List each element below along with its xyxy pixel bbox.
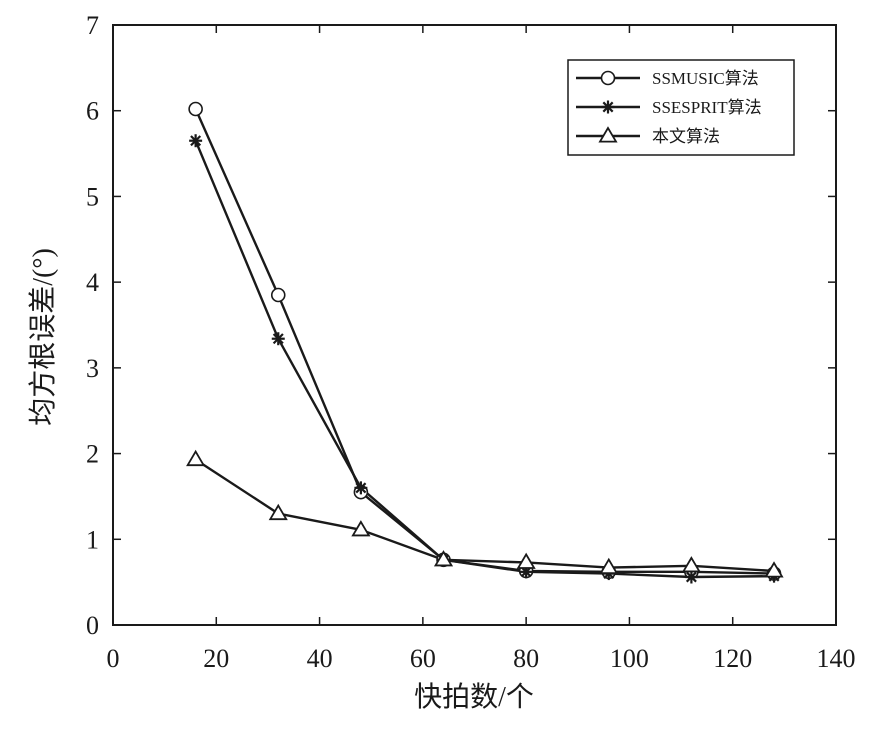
legend-marker-circle xyxy=(600,70,616,86)
ticks-layer: 0 20 40 60 80 100 120 140 0 1 2 3 4 5 6 7 xyxy=(86,11,856,673)
x-tick-label: 100 xyxy=(610,644,649,673)
data-point-triangle xyxy=(764,561,784,578)
y-tick-label: 3 xyxy=(86,354,99,383)
x-tick-label: 120 xyxy=(713,644,752,673)
legend-marker-star xyxy=(601,100,615,114)
x-tick-label: 0 xyxy=(107,644,120,673)
y-axis-title: 均方根误差/(°) xyxy=(27,248,59,426)
legend-label: 本文算法 xyxy=(652,127,720,146)
data-point-triangle xyxy=(681,556,701,573)
plot-frame xyxy=(112,24,837,626)
data-point-triangle xyxy=(599,557,619,575)
x-tick-label: 60 xyxy=(410,644,436,673)
y-tick-label: 7 xyxy=(86,11,99,40)
data-point-triangle xyxy=(186,449,206,467)
x-tick-label: 80 xyxy=(513,644,539,673)
legend-label: SSESPRIT算法 xyxy=(652,98,762,117)
series-line xyxy=(194,458,775,573)
data-point-star xyxy=(271,332,285,346)
data-point-star xyxy=(354,481,368,495)
data-point-star xyxy=(189,134,203,148)
y-tick-label: 6 xyxy=(86,97,99,126)
y-tick-label: 2 xyxy=(86,440,99,469)
data-point-triangle xyxy=(516,552,536,569)
star-stroke xyxy=(190,135,202,147)
x-tick-label: 20 xyxy=(203,644,229,673)
x-axis-title: 快拍数/个 xyxy=(414,681,534,713)
series-layer xyxy=(186,101,784,584)
data-point-triangle xyxy=(433,550,454,567)
y-tick-label: 1 xyxy=(86,525,99,554)
star-stroke xyxy=(602,101,614,113)
y-tick-label: 4 xyxy=(86,268,99,297)
data-point-triangle xyxy=(268,503,288,521)
star-stroke xyxy=(355,482,367,494)
star-stroke xyxy=(272,333,284,345)
data-point-circle xyxy=(188,101,203,117)
series-line xyxy=(194,140,775,579)
series-line xyxy=(194,108,775,575)
y-tick-label: 5 xyxy=(86,182,99,211)
x-tick-label: 40 xyxy=(307,644,333,673)
star-stroke xyxy=(685,571,697,583)
legend-marker-triangle xyxy=(598,126,618,143)
data-point-star xyxy=(684,570,698,584)
legend-label: SSMUSIC算法 xyxy=(652,69,759,88)
data-point-triangle xyxy=(351,520,371,537)
data-point-circle xyxy=(270,287,286,303)
x-tick-label: 140 xyxy=(817,644,856,673)
y-tick-label: 0 xyxy=(86,611,99,640)
